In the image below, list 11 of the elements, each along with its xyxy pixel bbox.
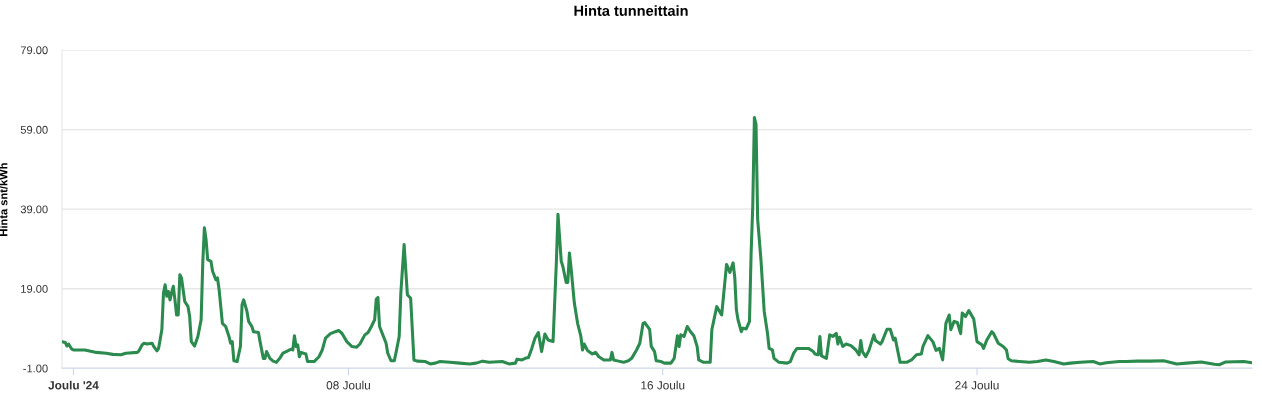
x-tick-label: 08 Joulu <box>326 380 370 390</box>
chart-title: Hinta tunneittain <box>574 5 688 16</box>
y-tick-label: 59.00 <box>20 125 48 134</box>
x-tick-label: 24 Joulu <box>955 380 999 390</box>
y-tick-label: 39.00 <box>20 205 48 214</box>
y-tick-label: -1.00 <box>23 364 48 373</box>
y-tick-label: 19.00 <box>21 284 48 293</box>
y-tick-label: 79.00 <box>20 46 48 55</box>
x-tick-label: Joulu '24 <box>48 380 99 390</box>
y-axis-title: Hinta snt/kWh <box>0 163 8 236</box>
x-tick-label: 16 Joulu <box>641 380 685 390</box>
